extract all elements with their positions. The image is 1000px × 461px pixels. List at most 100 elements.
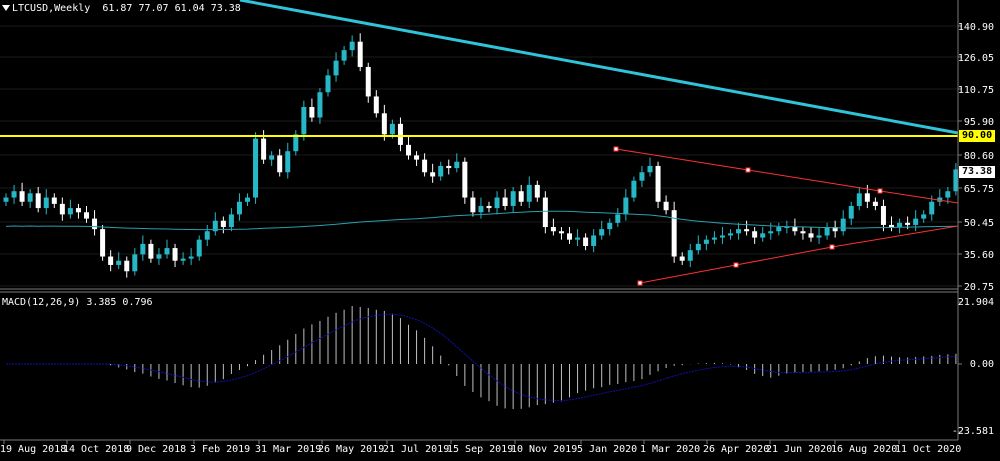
- price-tick: 140.90: [957, 22, 994, 33]
- candle-body: [816, 235, 822, 238]
- candle-body: [92, 218, 98, 230]
- date-tick: 10 Nov 2019: [511, 444, 578, 455]
- candle-body: [953, 169, 959, 192]
- candle-body: [760, 233, 766, 238]
- descending-trendline[interactable]: [239, 0, 959, 135]
- candle-body: [583, 237, 589, 246]
- candle-body: [75, 208, 81, 213]
- candle-body: [156, 254, 162, 259]
- triangle-anchor: [613, 146, 619, 152]
- level-price-badge: 90.00: [959, 130, 996, 142]
- candle-body: [832, 227, 838, 232]
- candle-body: [889, 224, 894, 228]
- candle-body: [341, 50, 347, 61]
- triangle-upper-line: [615, 148, 959, 204]
- date-tick: 1 Mar 2020: [640, 444, 701, 455]
- candle-body: [607, 222, 613, 230]
- candle-body: [261, 138, 267, 160]
- price-tick: 110.75: [957, 85, 994, 96]
- candle-body: [108, 256, 114, 265]
- candle-body: [325, 75, 331, 93]
- candle-body: [293, 134, 299, 152]
- candle-body: [486, 205, 492, 209]
- date-tick: 26 Apr 2020: [703, 444, 770, 455]
- ohlc-values: 61.87 77.07 61.04 73.38: [102, 3, 241, 14]
- date-tick: 9 Dec 2018: [126, 444, 187, 455]
- candle-body: [132, 254, 138, 272]
- price-tick: 80.60: [963, 151, 994, 162]
- candle-body: [220, 220, 226, 228]
- candle-body: [124, 260, 130, 272]
- candle-body: [711, 237, 717, 240]
- main-panel-toggle-icon[interactable]: [2, 5, 10, 11]
- date-tick: 26 May 2019: [318, 444, 385, 455]
- candle-body: [502, 197, 508, 206]
- candle-body: [913, 218, 919, 225]
- date-tick: 5 Jan 2020: [577, 444, 638, 455]
- date-tick: 11 Oct 2020: [895, 444, 962, 455]
- price-tick: 95.90: [963, 117, 994, 128]
- candle-body: [454, 161, 460, 169]
- candle-body: [84, 212, 89, 219]
- candle-body: [470, 197, 476, 213]
- candle-body: [188, 256, 194, 259]
- candle-body: [663, 201, 669, 211]
- candle-body: [542, 197, 548, 228]
- candle-body: [647, 165, 653, 173]
- macd-signal-line: [6, 313, 956, 402]
- candle-body: [615, 214, 621, 223]
- date-tick: 3 Feb 2019: [190, 444, 251, 455]
- price-tick: 50.45: [963, 218, 994, 229]
- candle-body: [848, 205, 854, 219]
- current-price-badge: 73.38: [959, 166, 996, 178]
- triangle-anchor: [877, 188, 883, 194]
- price-tick: 65.75: [963, 184, 994, 195]
- moving-average-line: [5, 210, 956, 231]
- candle-body: [100, 229, 106, 257]
- date-tick: 21 Jul 2019: [383, 444, 450, 455]
- triangle-anchor: [733, 262, 739, 268]
- candle-body: [51, 197, 57, 204]
- candle-body: [808, 233, 814, 238]
- candle-body: [784, 227, 790, 229]
- candle-body: [937, 197, 943, 202]
- candle-body: [397, 123, 403, 145]
- candle-body: [148, 243, 154, 259]
- chart-title-bar: LTCUSD,Weekly 61.87 77.07 61.04 73.38: [2, 3, 241, 15]
- candle-body: [880, 205, 886, 225]
- candle-body: [703, 239, 709, 244]
- candle-body: [212, 220, 218, 232]
- candle-body: [357, 41, 363, 67]
- candle-body: [800, 231, 806, 234]
- candle-body: [599, 229, 605, 236]
- candles: [3, 33, 959, 278]
- candle-body: [695, 243, 701, 251]
- candle-body: [59, 203, 65, 215]
- candle-body: [921, 214, 927, 219]
- candle-body: [381, 113, 387, 135]
- axis-ticks: [3, 25, 962, 444]
- candle-body: [269, 155, 275, 160]
- candle-body: [236, 201, 242, 215]
- candle-body: [687, 250, 693, 261]
- candle-body: [140, 243, 146, 255]
- macd-histogram: [110, 306, 957, 410]
- candle-body: [792, 227, 798, 232]
- triangle-pattern[interactable]: [613, 146, 959, 286]
- triangle-anchor: [745, 167, 751, 173]
- candle-body: [3, 197, 9, 202]
- date-tick: 15 Sep 2019: [447, 444, 514, 455]
- candle-body: [164, 248, 170, 255]
- candle-body: [736, 229, 742, 234]
- candle-body: [478, 205, 484, 213]
- candle-body: [905, 222, 911, 225]
- macd-values: 3.385 0.796: [86, 297, 153, 308]
- candle-body: [591, 235, 597, 246]
- candle-body: [623, 197, 629, 215]
- date-tick: 16 Aug 2020: [831, 444, 898, 455]
- date-tick: 14 Oct 2018: [63, 444, 130, 455]
- macd-tick: 0.00: [969, 359, 994, 370]
- macd-title-bar: MACD(12,26,9) 3.385 0.796: [2, 297, 153, 309]
